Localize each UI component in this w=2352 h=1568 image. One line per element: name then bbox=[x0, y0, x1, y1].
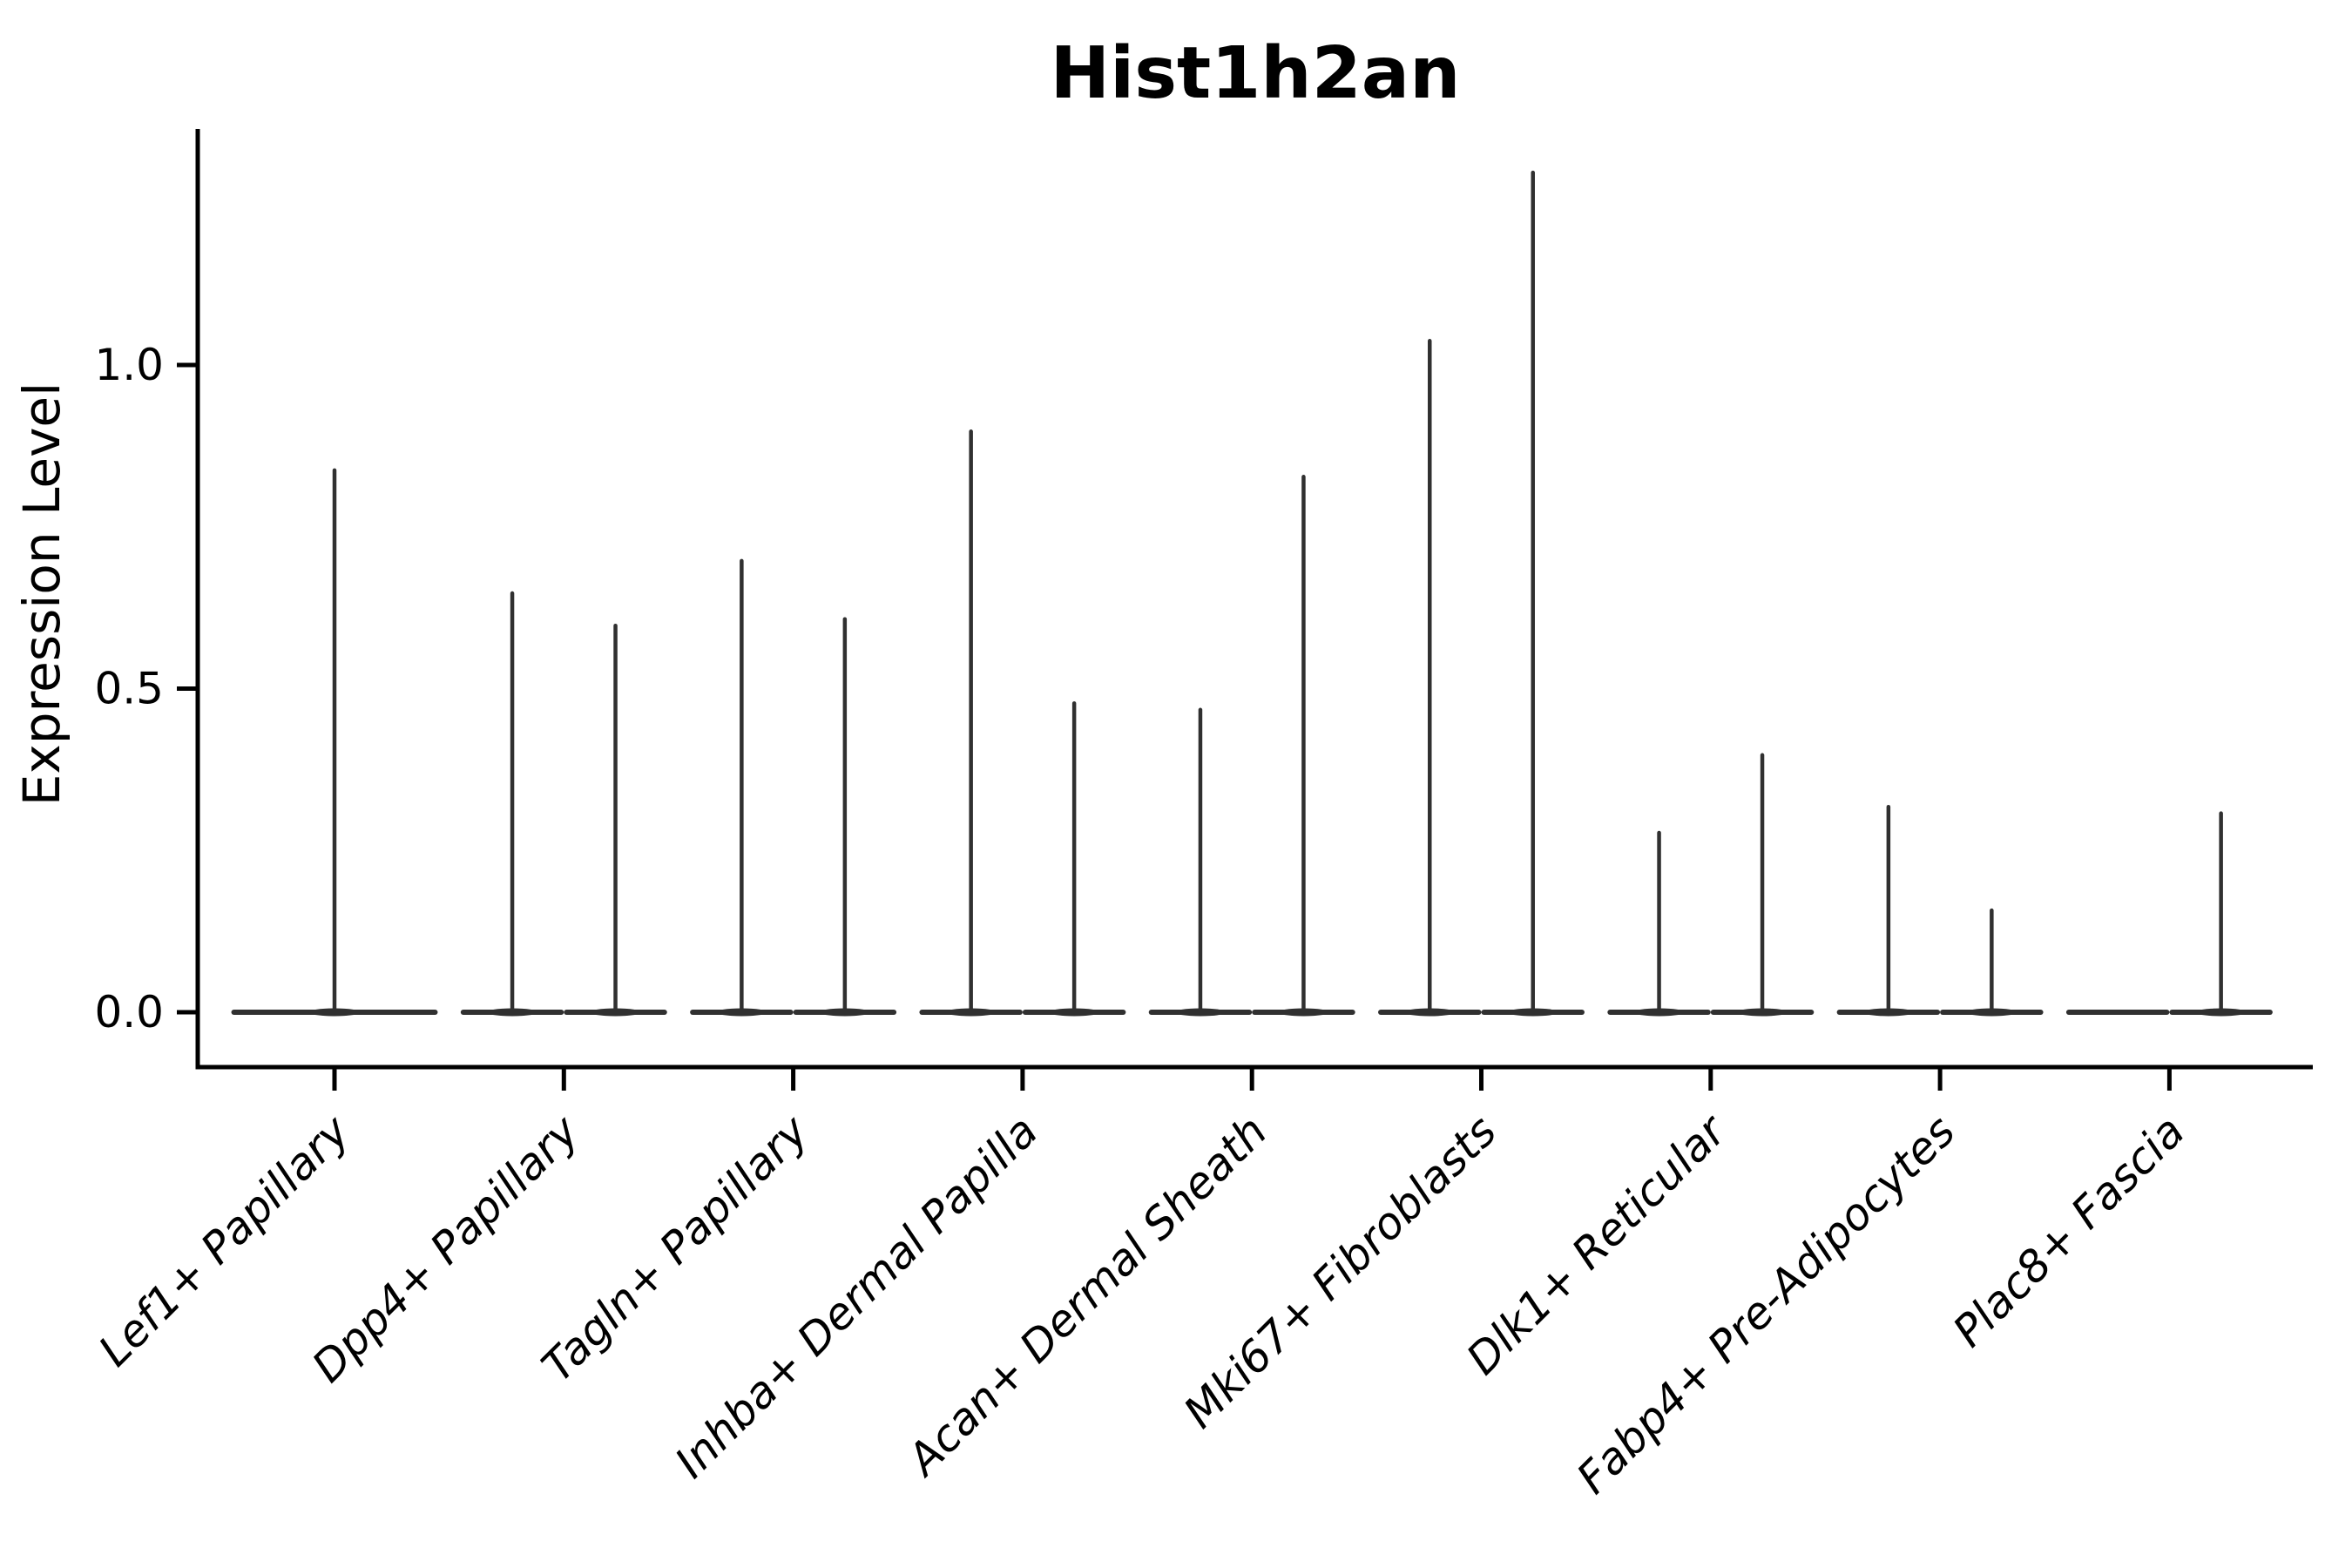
axis-spines bbox=[195, 129, 2313, 1070]
violin-group bbox=[1836, 804, 2044, 1017]
violin-base bbox=[2065, 1010, 2170, 1015]
violin-group bbox=[2065, 811, 2273, 1017]
violin-series bbox=[231, 170, 2273, 1017]
violin-group bbox=[690, 558, 897, 1017]
y-tick-labels: 0.0 0.5 1.0 bbox=[94, 340, 198, 1037]
violin-group bbox=[231, 468, 438, 1017]
x-tick-label: Fabp4+ Pre-Adipocytes bbox=[1567, 1105, 1965, 1504]
violin-group bbox=[1148, 475, 1355, 1017]
violin-group bbox=[1378, 170, 1585, 1017]
x-tick-label: Plac8+ Fascia bbox=[1943, 1105, 2194, 1356]
x-tick-label: Inhba+ Dermal Papilla bbox=[666, 1105, 1047, 1487]
violin-group bbox=[919, 429, 1126, 1017]
x-tick-label: Acan+ Dermal Sheath bbox=[896, 1105, 1277, 1486]
violin-group bbox=[460, 591, 667, 1017]
axes bbox=[195, 129, 2313, 1070]
y-tick-label: 0.0 bbox=[94, 987, 164, 1037]
y-tick-label: 1.0 bbox=[94, 340, 164, 390]
x-tick-label: Lef1+ Papillary bbox=[89, 1105, 360, 1375]
violin-group bbox=[1607, 753, 1815, 1017]
chart-title: Hist1h2an bbox=[1051, 32, 1461, 115]
y-tick-label: 0.5 bbox=[94, 664, 164, 714]
y-axis-label: Expression Level bbox=[12, 382, 71, 806]
